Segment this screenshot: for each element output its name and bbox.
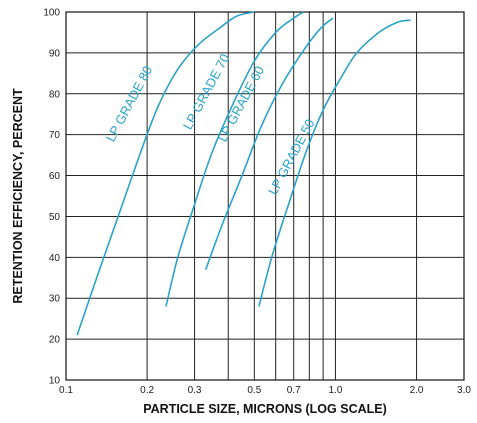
x-tick-label: 2.0 (410, 385, 424, 396)
y-tick-label: 20 (49, 335, 61, 346)
x-tick-labels: 0.1 0.2 0.3 0.5 0.7 1.0 2.0 3.0 (59, 385, 471, 396)
y-axis-title: RETENTION EFFICIENCY, PERCENT (11, 88, 25, 304)
y-tick-label: 100 (43, 8, 60, 19)
plot-frame (65, 11, 465, 381)
y-tick-label: 30 (49, 294, 61, 305)
x-tick-label: 1.0 (328, 385, 342, 396)
series-line (76, 11, 255, 336)
y-tick-label: 10 (49, 376, 61, 387)
y-tick-label: 40 (49, 253, 61, 264)
y-tick-label: 60 (49, 171, 61, 182)
x-tick-label: 0.7 (287, 385, 301, 396)
y-tick-labels: 10 20 30 40 50 60 70 80 90 100 (43, 8, 60, 387)
series-line (165, 11, 304, 307)
x-tick-label: 0.5 (247, 385, 261, 396)
x-axis-title: PARTICLE SIZE, MICRONS (LOG SCALE) (143, 402, 387, 416)
series-line (258, 19, 411, 307)
x-tick-label: 0.2 (140, 385, 154, 396)
y-tick-label: 90 (49, 48, 61, 59)
y-tick-label: 80 (49, 89, 61, 100)
x-tick-label: 3.0 (457, 385, 471, 396)
series-line (204, 17, 334, 270)
y-tick-label: 70 (49, 130, 61, 141)
x-tick-label: 0.1 (59, 385, 73, 396)
x-tick-label: 0.3 (188, 385, 202, 396)
y-tick-label: 50 (49, 212, 61, 223)
